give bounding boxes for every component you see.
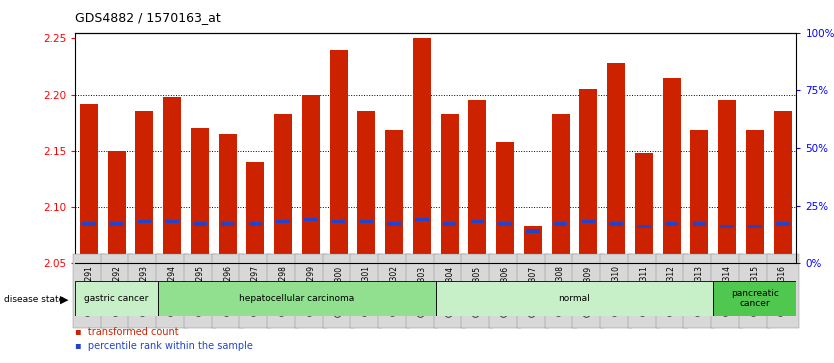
Text: hepatocellular carcinoma: hepatocellular carcinoma — [239, 294, 354, 303]
Bar — [191, 128, 209, 263]
Text: ▪  transformed count: ▪ transformed count — [75, 327, 178, 337]
Bar — [158, 281, 435, 316]
Bar — [75, 281, 158, 316]
Text: GSM1200302: GSM1200302 — [389, 265, 399, 317]
Bar — [249, 222, 262, 226]
Bar — [108, 151, 126, 263]
Bar — [332, 220, 345, 223]
Bar — [221, 222, 234, 226]
Bar — [718, 100, 736, 263]
Text: ▪  percentile rank within the sample: ▪ percentile rank within the sample — [75, 340, 253, 351]
Bar — [607, 63, 626, 263]
Bar — [138, 220, 151, 223]
Bar — [635, 153, 653, 263]
Text: GSM1200293: GSM1200293 — [140, 265, 149, 317]
Bar — [274, 114, 292, 263]
Text: GSM1200299: GSM1200299 — [306, 265, 315, 317]
Bar — [637, 225, 651, 228]
Text: GSM1200304: GSM1200304 — [445, 265, 455, 317]
Text: GSM1200297: GSM1200297 — [251, 265, 260, 317]
Bar — [665, 222, 678, 226]
Bar — [80, 103, 98, 263]
Text: GSM1200311: GSM1200311 — [640, 265, 648, 316]
Bar — [610, 222, 623, 226]
Bar — [110, 222, 123, 226]
Bar — [776, 222, 789, 226]
Bar — [413, 38, 431, 263]
Bar — [470, 220, 485, 223]
Bar — [746, 130, 764, 263]
Text: GSM1200301: GSM1200301 — [362, 265, 371, 317]
Bar — [359, 220, 373, 223]
Text: GSM1200310: GSM1200310 — [611, 265, 620, 317]
Bar — [692, 222, 706, 226]
Bar — [135, 111, 153, 263]
Text: gastric cancer: gastric cancer — [84, 294, 148, 303]
Bar — [443, 222, 456, 226]
Text: normal: normal — [559, 294, 590, 303]
Text: GSM1200314: GSM1200314 — [722, 265, 731, 317]
Bar — [165, 220, 179, 223]
Text: GSM1200298: GSM1200298 — [279, 265, 288, 316]
Text: GSM1200295: GSM1200295 — [195, 265, 204, 317]
Text: GSM1200303: GSM1200303 — [417, 265, 426, 317]
Text: GSM1200313: GSM1200313 — [695, 265, 704, 317]
Text: GSM1200309: GSM1200309 — [584, 265, 593, 317]
Text: ▶: ▶ — [60, 294, 68, 305]
Text: GSM1200308: GSM1200308 — [556, 265, 565, 317]
Bar — [219, 134, 237, 263]
Text: disease state: disease state — [4, 295, 64, 304]
Text: GSM1200300: GSM1200300 — [334, 265, 343, 317]
Bar — [580, 89, 597, 263]
Bar — [496, 142, 514, 263]
Text: GSM1200291: GSM1200291 — [84, 265, 93, 316]
Bar — [440, 114, 459, 263]
Bar — [713, 281, 796, 316]
Text: GSM1200306: GSM1200306 — [500, 265, 510, 317]
Bar — [526, 229, 540, 233]
Bar — [246, 162, 264, 263]
Bar — [499, 222, 512, 226]
Bar — [469, 100, 486, 263]
Bar — [193, 222, 207, 226]
Text: GSM1200312: GSM1200312 — [667, 265, 676, 316]
Bar — [83, 222, 96, 226]
Text: GSM1200307: GSM1200307 — [529, 265, 537, 317]
Bar — [774, 111, 791, 263]
Bar — [721, 225, 734, 228]
Bar — [748, 225, 761, 228]
Text: GSM1200296: GSM1200296 — [224, 265, 232, 317]
Bar — [329, 49, 348, 263]
Bar — [554, 222, 567, 226]
Bar — [524, 226, 542, 263]
Bar — [551, 114, 570, 263]
Bar — [358, 111, 375, 263]
Text: GSM1200315: GSM1200315 — [751, 265, 759, 317]
Bar — [662, 78, 681, 263]
Text: pancreatic
cancer: pancreatic cancer — [731, 289, 779, 308]
Bar — [163, 97, 181, 263]
Text: GSM1200294: GSM1200294 — [168, 265, 177, 317]
Bar — [276, 220, 290, 223]
Bar — [302, 94, 320, 263]
Bar — [387, 222, 401, 226]
Bar — [415, 218, 429, 221]
Bar — [581, 220, 595, 223]
Text: GSM1200316: GSM1200316 — [778, 265, 787, 317]
Text: GSM1200305: GSM1200305 — [473, 265, 482, 317]
Bar — [435, 281, 713, 316]
Bar — [385, 130, 403, 263]
Text: GDS4882 / 1570163_at: GDS4882 / 1570163_at — [75, 11, 221, 24]
Bar — [304, 218, 318, 221]
Bar — [691, 130, 708, 263]
Text: GSM1200292: GSM1200292 — [113, 265, 121, 316]
